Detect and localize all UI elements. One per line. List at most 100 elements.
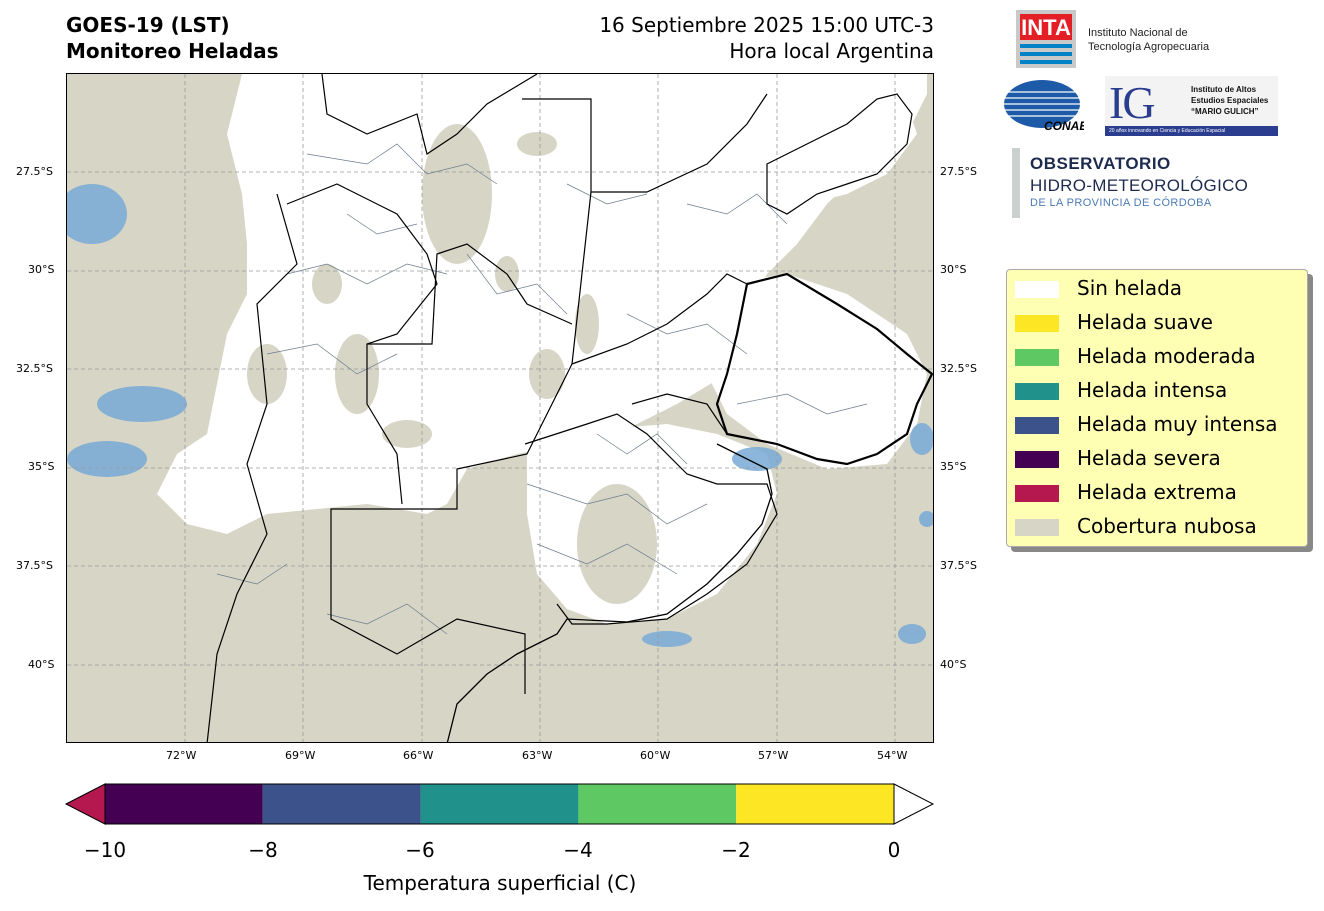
colorbar-tick: −4 (563, 838, 593, 862)
province-border (367, 243, 573, 345)
department-boundaries (216, 143, 868, 635)
dept-line (566, 183, 648, 205)
dept-line (526, 483, 708, 525)
lat-label-right: 32.5°S (940, 362, 977, 375)
colorbar-tick: −10 (83, 838, 127, 862)
water-patch (919, 511, 933, 527)
legend-label: Helada extrema (1077, 480, 1237, 504)
lon-label: 72°W (166, 749, 197, 762)
inta-stripe (1020, 52, 1072, 56)
inta-name: Instituto Nacional de Tecnología Agropec… (1088, 26, 1209, 54)
colorbar-segment (578, 784, 737, 824)
ig-logo-mark: IG (1109, 77, 1156, 128)
lon-label: 66°W (403, 749, 434, 762)
lon-label: 54°W (877, 749, 908, 762)
legend-item: Helada extrema (1015, 476, 1305, 508)
cloud-patch (577, 484, 657, 604)
legend-item: Helada moderada (1015, 340, 1305, 372)
ig-name-line: Estudios Espaciales (1191, 96, 1269, 105)
no-frost-northeast (767, 94, 917, 204)
legend-swatch (1015, 485, 1059, 502)
inta-name-line: Tecnología Agropecuaria (1088, 41, 1210, 53)
cloud-patch (312, 264, 342, 304)
dept-line (286, 263, 448, 285)
legend-label: Cobertura nubosa (1077, 514, 1257, 538)
legend-swatch (1015, 383, 1059, 400)
legend-item: Helada intensa (1015, 374, 1305, 406)
cloud-patches (247, 124, 867, 604)
colorbar-under-arrow (64, 783, 106, 825)
legend-swatch (1015, 349, 1059, 366)
lon-label: 60°W (640, 749, 671, 762)
legend-swatch (1015, 315, 1059, 332)
colorbar-over-arrow (893, 783, 935, 825)
colorbar-tick: −2 (721, 838, 751, 862)
frost-map (66, 73, 934, 743)
water-patch (97, 386, 187, 422)
legend-label: Helada suave (1077, 310, 1213, 334)
map-title: GOES-19 (LST) Monitoreo Heladas (66, 12, 279, 64)
legend-swatch (1015, 519, 1059, 536)
timestamp-zone: Hora local Argentina (729, 39, 934, 63)
lat-label-right: 40°S (940, 658, 967, 671)
legend-item: Helada suave (1015, 306, 1305, 338)
legend-swatch (1015, 281, 1059, 298)
colorbar (64, 783, 935, 825)
lat-label-left: 30°S (28, 263, 55, 276)
observatorio-bar (1012, 148, 1020, 218)
graticule (67, 74, 933, 742)
lat-label-right: 27.5°S (940, 165, 977, 178)
map-canvas (67, 74, 933, 742)
water-patch (898, 624, 926, 644)
dept-line (596, 433, 688, 465)
inta-name-line: Instituto Nacional de (1088, 27, 1188, 39)
province-border (206, 193, 298, 742)
lon-label: 69°W (285, 749, 316, 762)
ig-logo: IG Instituto de Altos Estudios Espaciale… (1105, 76, 1278, 136)
ig-name-line: “MARIO GULICH” (1191, 107, 1259, 116)
timestamp-date: 16 Septiembre 2025 15:00 UTC-3 (599, 13, 934, 37)
ig-name-line: Instituto de Altos (1191, 85, 1257, 94)
colorbar-tick: 0 (887, 838, 901, 862)
ig-name: Instituto de Altos Estudios Espaciales “… (1191, 84, 1268, 117)
colorbar-label: Temperatura superficial (C) (363, 871, 637, 895)
dept-line (736, 393, 868, 415)
dept-line (306, 143, 498, 185)
province-border (330, 191, 592, 694)
map-timestamp: 16 Septiembre 2025 15:00 UTC-3 Hora loca… (599, 12, 934, 64)
legend-item: Helada severa (1015, 442, 1305, 474)
cloud-patch (382, 420, 432, 448)
dept-line (266, 343, 398, 375)
no-frost-north (157, 74, 927, 534)
cloud-patch (422, 124, 492, 264)
legend-swatch (1015, 417, 1059, 434)
province-border (522, 93, 768, 193)
lat-label-left: 32.5°S (16, 362, 53, 375)
colorbar-segments (105, 784, 894, 824)
inta-logo: INTA (1016, 10, 1076, 68)
legend-label: Sin helada (1077, 276, 1183, 300)
cloud-patch (575, 294, 599, 354)
institution-logos: INTA Instituto Nacional de Tecnología Ag… (1000, 0, 1324, 230)
legend-label: Helada intensa (1077, 378, 1228, 402)
water-patch (732, 447, 782, 471)
colorbar-segment (420, 784, 579, 824)
water-patch (67, 441, 147, 477)
observatorio-title: OBSERVATORIO (1030, 154, 1171, 173)
legend-item: Sin helada (1015, 272, 1305, 304)
conae-label: CONAE (1044, 119, 1084, 132)
water-patch (910, 423, 933, 455)
province-border (524, 413, 778, 625)
water-patch (67, 184, 127, 244)
title-subtitle: Monitoreo Heladas (66, 39, 279, 63)
inta-stripe (1020, 60, 1072, 64)
legend-item: Cobertura nubosa (1015, 510, 1305, 542)
province-border (286, 183, 438, 505)
colorbar-tick: −8 (248, 838, 278, 862)
title-product: GOES-19 (LST) (66, 13, 230, 37)
legend-label: Helada moderada (1077, 344, 1256, 368)
misiones-outline (766, 93, 913, 215)
observatorio-subtitle: HIDRO-METEOROLÓGICO (1030, 176, 1249, 195)
dept-line (626, 313, 748, 355)
lat-label-left: 35°S (28, 460, 55, 473)
